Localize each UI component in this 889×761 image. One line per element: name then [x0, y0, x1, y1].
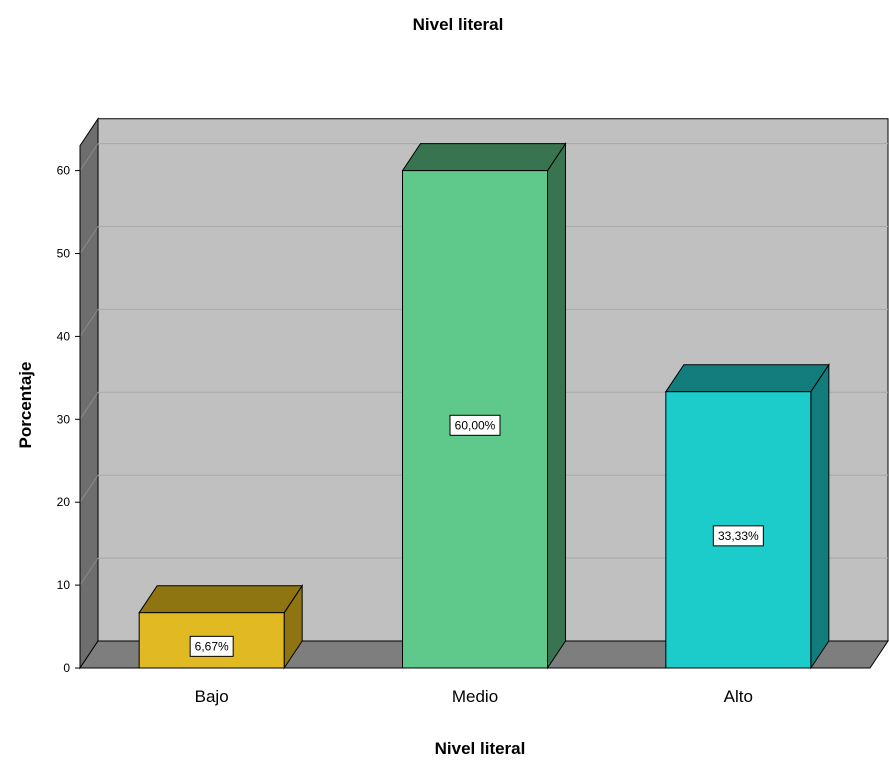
chart-title: Nivel literal	[413, 15, 504, 34]
y-tick-label: 10	[57, 578, 71, 592]
data-label-box	[189, 635, 234, 657]
bar-alto: 33,33%	[664, 363, 830, 670]
y-axis: 0 10 20 30 40 50 60	[57, 145, 81, 675]
gridline-side	[79, 392, 99, 420]
bar-bajo: 6,67%	[138, 584, 304, 670]
y-tick-label: 40	[57, 329, 71, 343]
y-tick-label: 20	[57, 495, 71, 509]
y-axis-title: Porcentaje	[16, 362, 35, 449]
data-label-box	[712, 525, 764, 547]
x-tick-label: Alto	[724, 687, 753, 706]
y-tick-label: 0	[63, 661, 70, 675]
y-tick-label: 30	[57, 412, 71, 426]
y-tick-label: 60	[57, 164, 71, 178]
gridline-side	[79, 143, 99, 171]
bar-top	[401, 143, 567, 172]
data-label: 33,33%	[718, 529, 759, 543]
bar-medio: 60,00%	[401, 141, 567, 670]
bar-side	[547, 141, 566, 670]
x-tick-label: Bajo	[195, 687, 229, 706]
side-wall	[79, 117, 99, 670]
gridline-side	[79, 226, 99, 254]
gridline-side	[79, 474, 99, 503]
bar-side	[810, 363, 830, 670]
gridline-side	[79, 309, 99, 337]
data-label-box	[449, 414, 501, 436]
x-axis: Bajo Medio Alto	[80, 667, 870, 706]
data-label: 60,00%	[455, 418, 496, 432]
bar-top	[664, 364, 830, 393]
y-tick-label: 50	[57, 247, 71, 261]
data-label: 6,67%	[195, 639, 229, 653]
x-axis-title: Nivel literal	[435, 739, 526, 758]
x-tick-label: Medio	[452, 687, 498, 706]
bar-top	[138, 585, 304, 614]
bars: 6,67% 60,00% 33,33%	[138, 141, 830, 670]
gridline-side	[79, 557, 99, 586]
